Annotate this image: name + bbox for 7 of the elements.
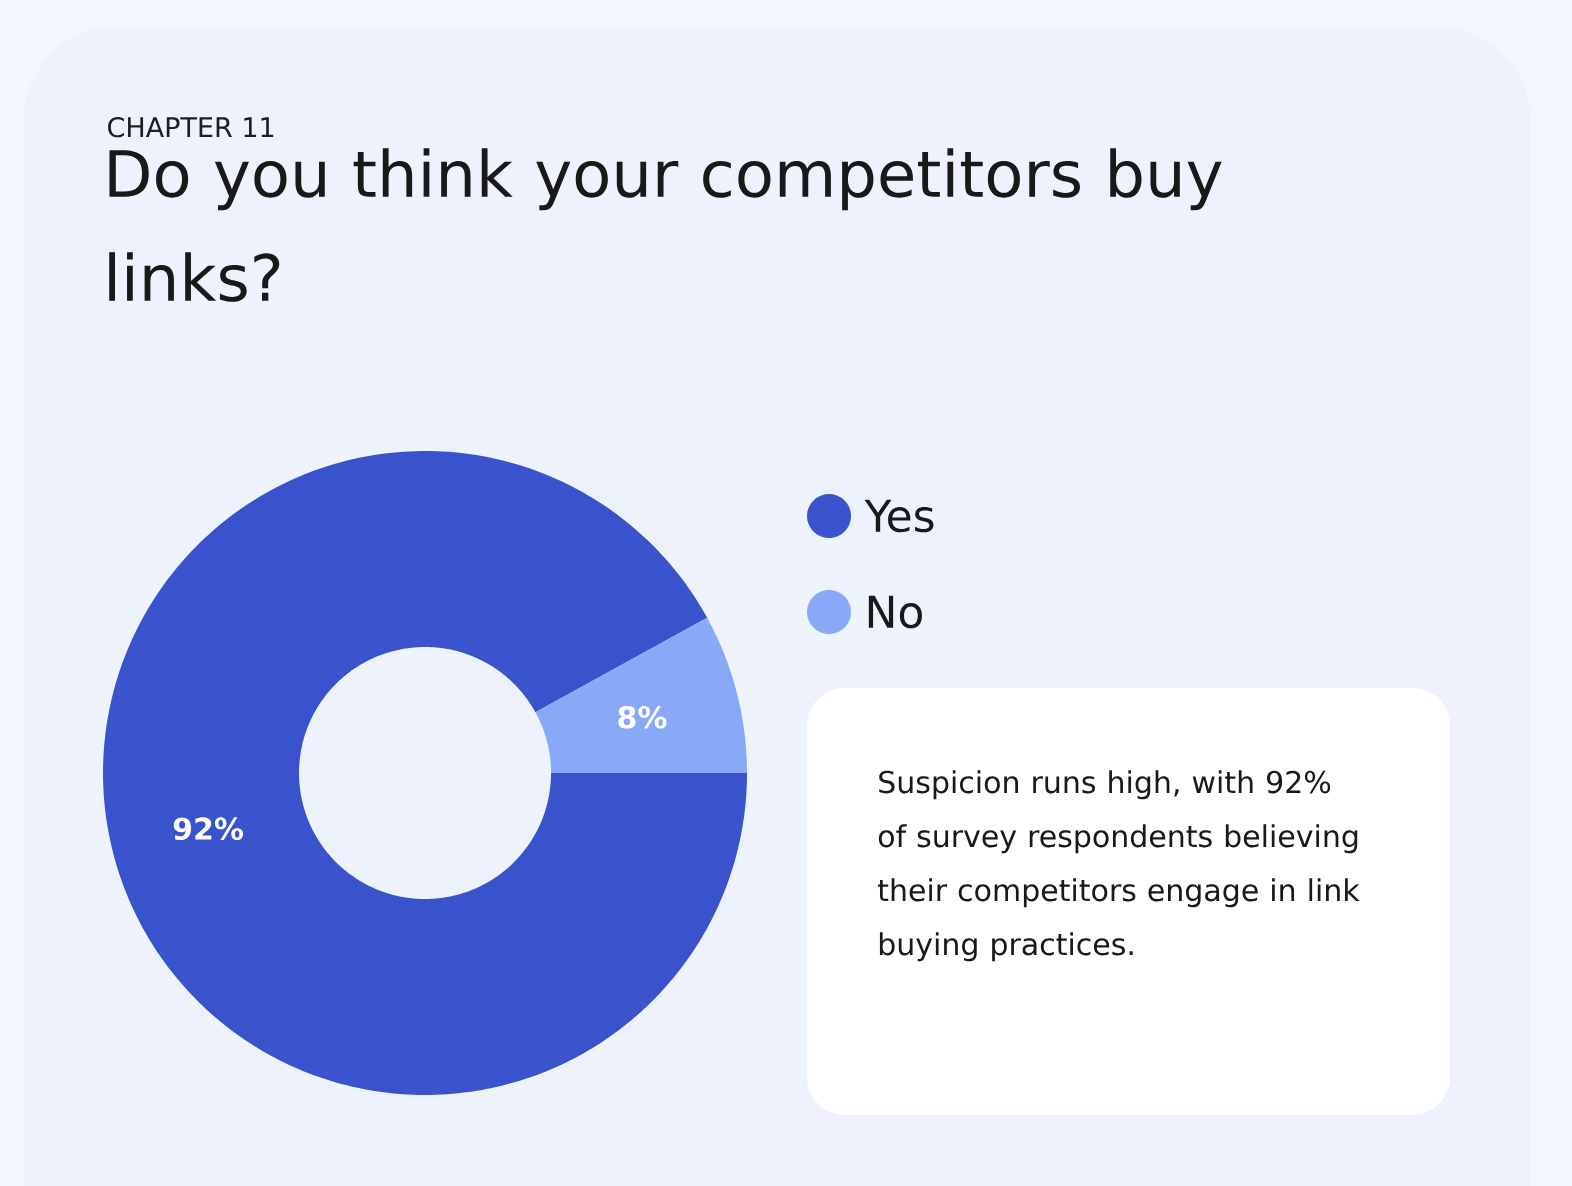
- text: Suspicion runs high, with 92% of survey respondents believing their competitors engage in link buying practices.: [878, 770, 1360, 962]
- chart-title: Do you think your competitors buy links?: [109, 148, 1222, 302]
- data-label: 92%: [173, 817, 244, 841]
- legend-label: Yes: [864, 499, 934, 533]
- chart-subtitle: CHAPTER 11: [108, 116, 274, 138]
- legend-label: No: [868, 595, 922, 629]
- data-label: 8%: [618, 705, 667, 729]
